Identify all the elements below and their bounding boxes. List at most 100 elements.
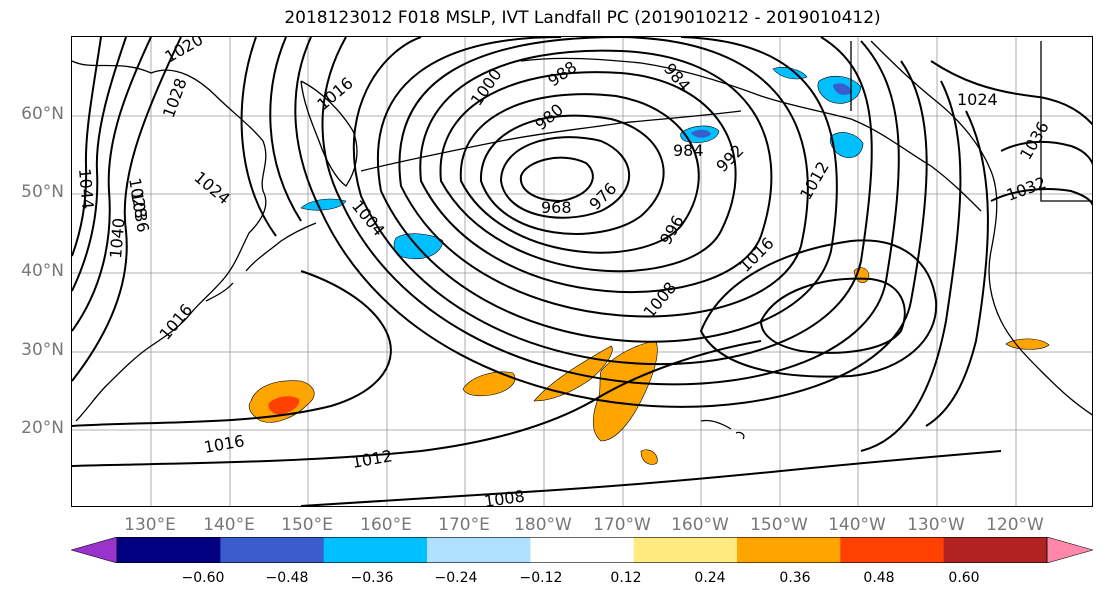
contour-1012-south bbox=[72, 340, 762, 467]
contour-label: 1028 bbox=[159, 76, 191, 121]
coastline-northwest-canada bbox=[850, 41, 1092, 202]
contour-label: 992 bbox=[712, 141, 747, 176]
colorbar bbox=[71, 537, 1093, 563]
contour-label: 984 bbox=[673, 141, 704, 160]
contour-label: 1024 bbox=[190, 168, 233, 209]
contour-label: 1016 bbox=[156, 300, 197, 343]
lon-label-130e: 130°E bbox=[124, 515, 176, 535]
colorbar-segment bbox=[840, 537, 945, 563]
colorbar-tick: 0.36 bbox=[779, 570, 811, 586]
ivt-region-small-1 bbox=[640, 449, 658, 465]
contour-label: 988 bbox=[544, 57, 580, 90]
contour-1036-east bbox=[1000, 140, 1092, 166]
contour-1024-west bbox=[72, 37, 152, 332]
lat-label-20n: 20°N bbox=[21, 418, 64, 438]
contour-label: 984 bbox=[660, 59, 694, 95]
colorbar-segment bbox=[323, 537, 428, 563]
colorbar-segment bbox=[220, 537, 325, 563]
coastline-asia bbox=[72, 60, 267, 422]
lon-label-150e: 150°E bbox=[281, 515, 333, 535]
colorbar-segment bbox=[117, 537, 221, 563]
contour-label: 1016 bbox=[735, 234, 777, 276]
contour-label: 1044 bbox=[75, 168, 97, 210]
map-canvas: 1020 1028 1028 1024 1040 1036 1044 1016 … bbox=[72, 37, 1092, 506]
contour-label: 1032 bbox=[1004, 173, 1049, 205]
contour-1016-south bbox=[72, 270, 392, 427]
contour-labels: 1020 1028 1028 1024 1040 1036 1044 1016 … bbox=[75, 37, 1053, 506]
contour-1032-west bbox=[72, 37, 102, 257]
contour-label: 1000 bbox=[467, 65, 506, 109]
contour-label: 1036 bbox=[1016, 118, 1053, 163]
contour-label: 1016 bbox=[202, 431, 245, 457]
colorbar-tick: 0.60 bbox=[948, 570, 980, 586]
lon-label-170e: 170°E bbox=[438, 515, 490, 535]
coastline-north-america bbox=[870, 40, 1092, 416]
lat-label-30n: 30°N bbox=[21, 340, 64, 360]
map-panel: 1020 1028 1028 1024 1040 1036 1044 1016 … bbox=[71, 36, 1093, 507]
colorbar-tick: 0.12 bbox=[610, 570, 642, 586]
ivt-region-negative-5-core bbox=[833, 83, 851, 95]
lon-label-160w: 160°W bbox=[671, 515, 729, 535]
colorbar-tick: −0.36 bbox=[350, 570, 394, 586]
lon-label-130w: 130°W bbox=[907, 515, 965, 535]
contour-high-east-1 bbox=[699, 239, 938, 378]
contour-label: 980 bbox=[531, 100, 567, 134]
contour-label: 996 bbox=[656, 212, 688, 248]
contour-1000 bbox=[352, 37, 873, 366]
contour-high-east-2 bbox=[759, 277, 906, 354]
colorbar-segment bbox=[943, 537, 1048, 563]
colorbar-segment bbox=[633, 537, 738, 563]
contour-968 bbox=[499, 136, 631, 219]
lon-label-160e: 160°E bbox=[360, 515, 412, 535]
coastline-alaska bbox=[520, 57, 982, 212]
contour-label: 1012 bbox=[796, 158, 833, 203]
contour-label: 1020 bbox=[162, 37, 207, 66]
contour-976 bbox=[479, 114, 665, 235]
colorbar-extend-low bbox=[71, 537, 118, 563]
colorbar-extend-high bbox=[1046, 537, 1093, 563]
coastline-hawaii bbox=[700, 419, 745, 440]
graticule bbox=[72, 37, 1092, 506]
coastline-aleutians bbox=[360, 110, 742, 172]
contour-988 bbox=[419, 49, 773, 294]
colorbar-outline bbox=[116, 537, 1048, 563]
colorbar-segments bbox=[71, 537, 1093, 563]
contour-1016 bbox=[240, 37, 989, 427]
ivt-region-east-2 bbox=[1005, 338, 1050, 350]
colorbar-segment bbox=[737, 537, 841, 563]
contour-1008 bbox=[294, 37, 928, 408]
lon-label-140w: 140°W bbox=[828, 515, 886, 535]
lat-label-50n: 50°N bbox=[21, 182, 64, 202]
contour-1012 bbox=[269, 37, 962, 452]
lon-label-150w: 150°W bbox=[750, 515, 808, 535]
lon-label-140e: 140°E bbox=[203, 515, 255, 535]
lon-label-170w: 170°W bbox=[593, 515, 651, 535]
colorbar-tick: −0.60 bbox=[181, 570, 225, 586]
ivt-region-negative-2 bbox=[300, 198, 347, 211]
colorbar-tick: 0.48 bbox=[863, 570, 895, 586]
lat-label-60n: 60°N bbox=[21, 104, 64, 124]
contour-992 bbox=[398, 37, 809, 318]
contour-980 bbox=[459, 93, 700, 254]
coastline-japan bbox=[205, 222, 317, 302]
contour-1004 bbox=[321, 37, 900, 386]
contour-984 bbox=[439, 71, 737, 272]
lat-label-40n: 40°N bbox=[21, 261, 64, 281]
colorbar-tick: −0.48 bbox=[265, 570, 309, 586]
coastline-kamchatka bbox=[300, 80, 358, 187]
contour-1028-west bbox=[72, 37, 127, 292]
contour-1024-east bbox=[930, 60, 1092, 126]
colorbar-tick: −0.12 bbox=[519, 570, 563, 586]
contour-label: 1040 bbox=[106, 217, 128, 259]
contour-label: 968 bbox=[541, 198, 572, 217]
colorbar-tick: 0.24 bbox=[694, 570, 726, 586]
colorbar-segment bbox=[427, 537, 531, 563]
coastlines bbox=[72, 40, 1092, 440]
ivt-region-central-1 bbox=[462, 371, 516, 397]
ivt-shading bbox=[248, 67, 1050, 465]
colorbar-tick: −0.24 bbox=[434, 570, 478, 586]
ivt-region-west-pacific-core bbox=[268, 396, 300, 415]
contour-label: 1024 bbox=[957, 90, 998, 109]
map-title: 2018123012 F018 MSLP, IVT Landfall PC (2… bbox=[284, 8, 881, 28]
lon-label-180w: 180°W bbox=[514, 515, 572, 535]
